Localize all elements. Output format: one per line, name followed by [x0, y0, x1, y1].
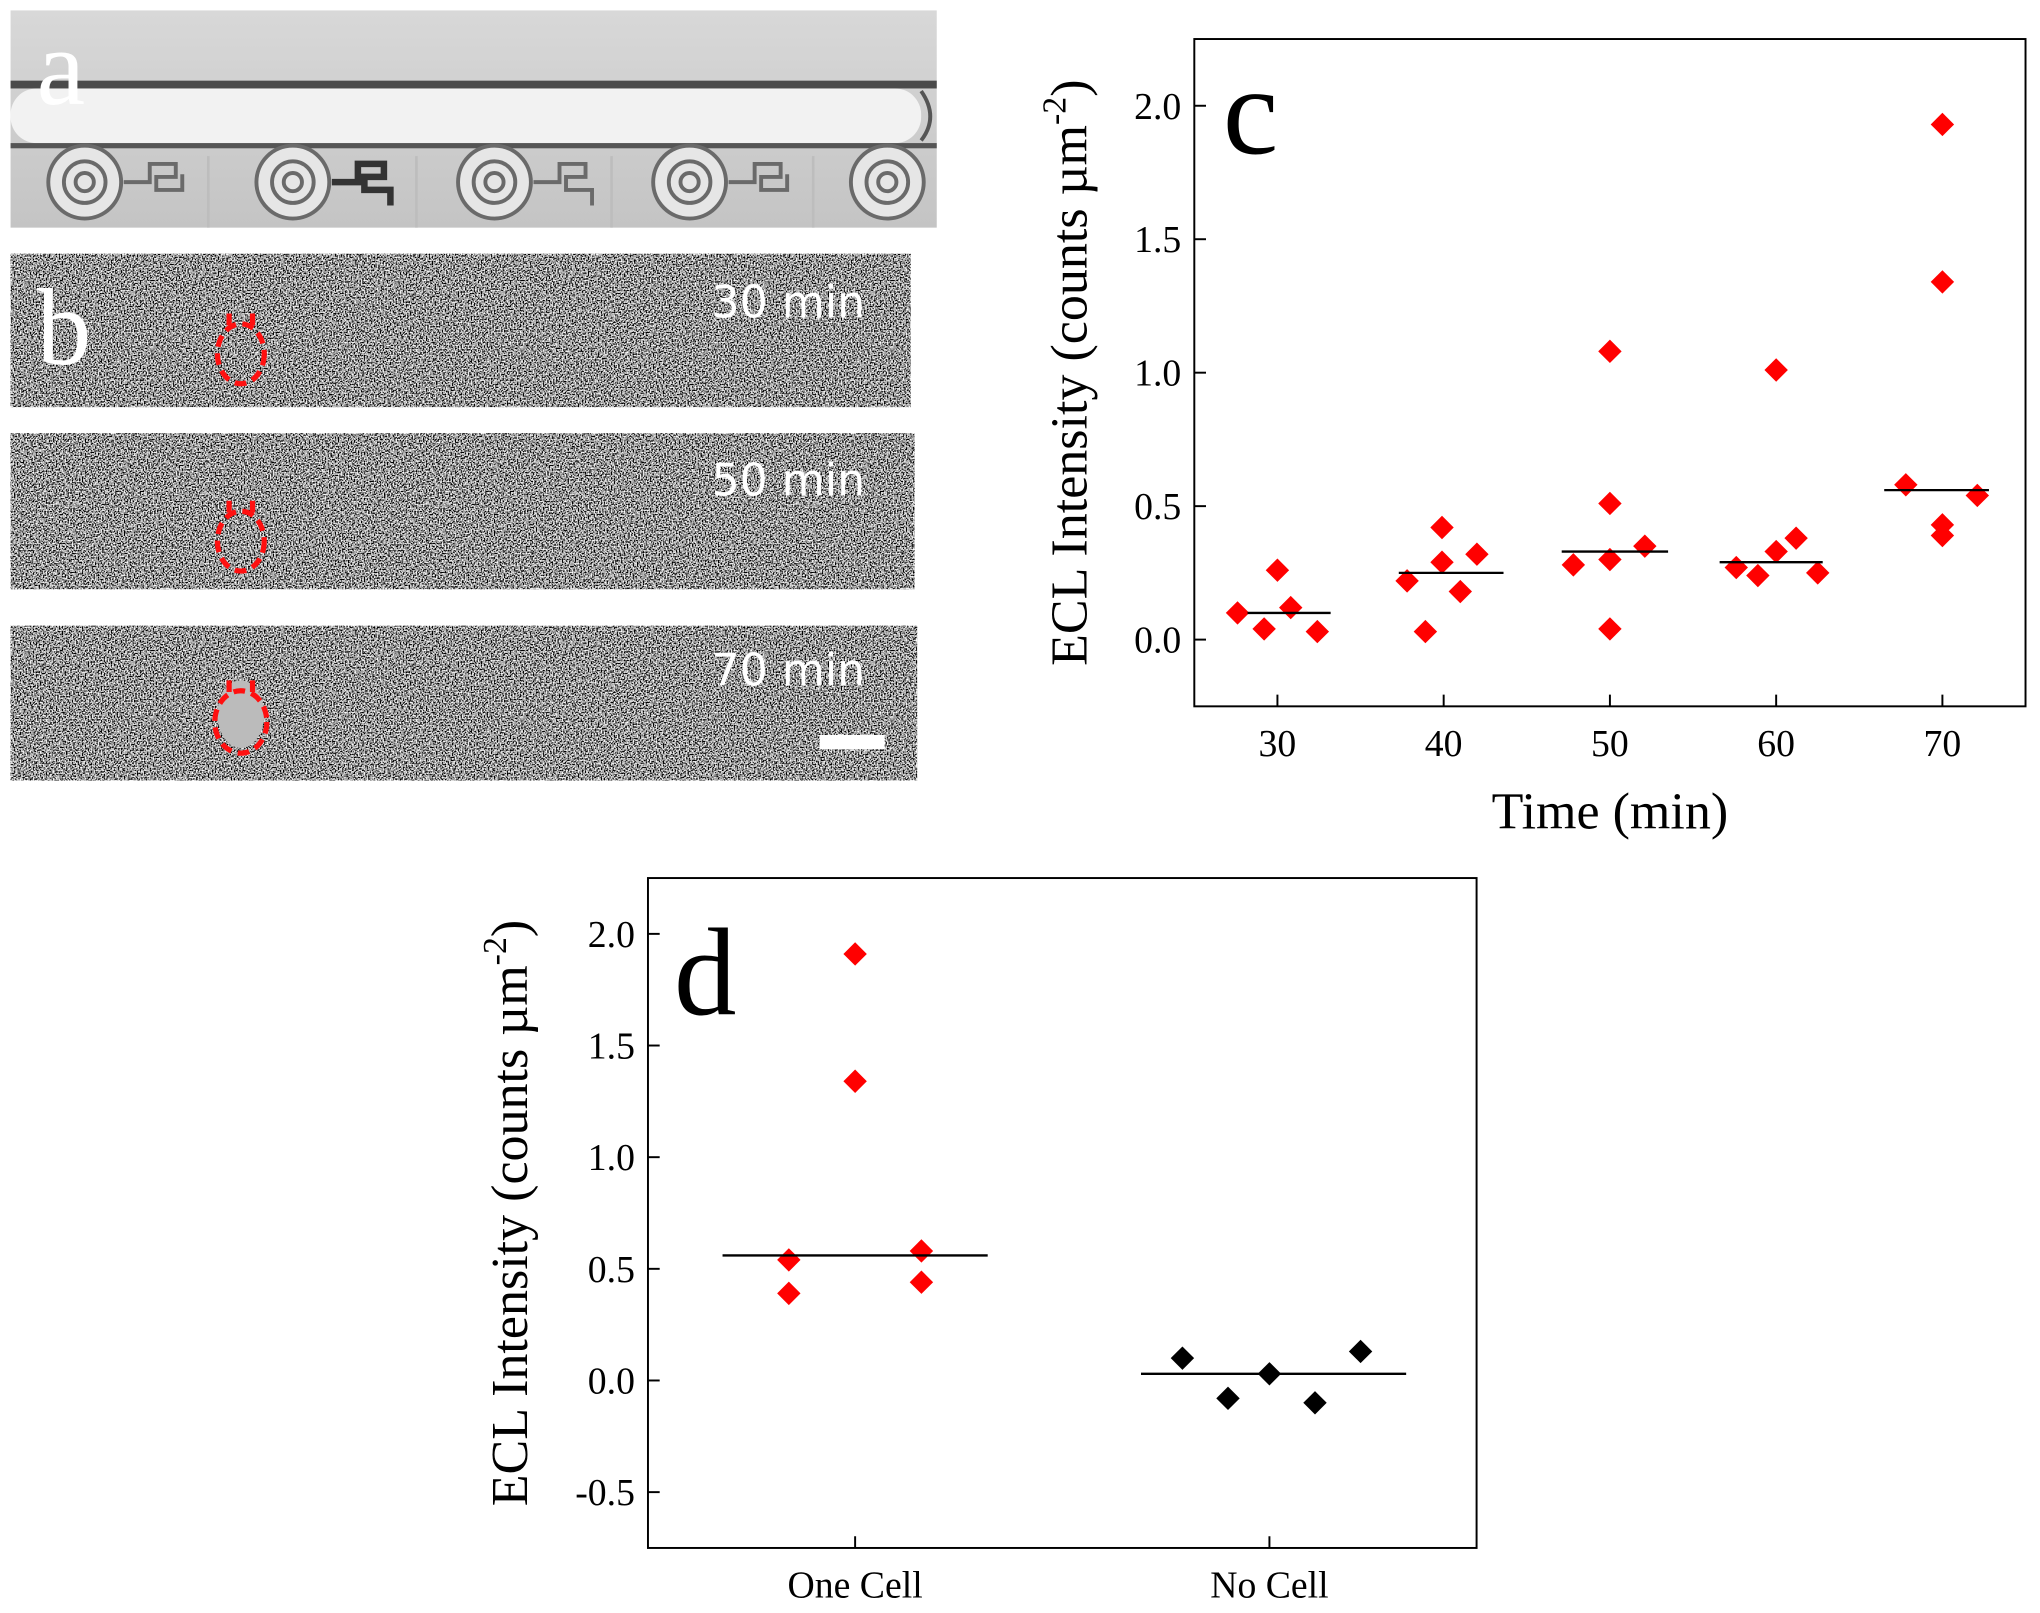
point [1784, 526, 1808, 550]
point [1465, 542, 1489, 566]
point [909, 1239, 934, 1263]
point [1265, 558, 1290, 582]
channel [10, 88, 922, 144]
y-tick-label: 1.5 [588, 1026, 635, 1068]
frame-label: 30 min [711, 277, 865, 328]
y-axis-label-end: ) [482, 920, 539, 937]
point [1598, 339, 1622, 364]
x-tick-label: 30 [1259, 723, 1297, 765]
frame-label: 50 min [711, 456, 865, 507]
x-tick-label: No Cell [1210, 1564, 1328, 1606]
point [1894, 473, 1918, 497]
point [1930, 270, 1955, 294]
point [1724, 555, 1748, 580]
point [909, 1270, 934, 1294]
panel-a: a [10, 7, 937, 228]
y-axis-label-end: ) [1041, 79, 1098, 96]
point [1303, 1391, 1327, 1415]
point [1598, 547, 1622, 572]
point [1746, 563, 1770, 588]
point [1764, 358, 1788, 382]
x-tick-label: 50 [1591, 723, 1629, 765]
electrodes [46, 143, 926, 228]
point [1395, 569, 1419, 593]
point [1764, 539, 1788, 564]
chart: -0.5 0.0 0.5 1.0 1.5 2.0 One Cell No Cell d ECL I… [477, 877, 1478, 1606]
panel-label: c [1223, 43, 1278, 181]
y-tick-label: -0.5 [575, 1472, 635, 1514]
y-tick-label: 0.5 [1134, 486, 1181, 528]
point [1930, 112, 1955, 137]
point [1598, 617, 1622, 641]
frame-label: 70 min [711, 646, 865, 697]
ecl-frame [10, 253, 911, 408]
panel-label: a [37, 7, 85, 128]
point [777, 1281, 801, 1306]
point [1252, 617, 1276, 641]
point [1633, 534, 1657, 558]
point [1305, 619, 1330, 644]
point [1430, 550, 1454, 574]
y-tick-label: 1.0 [1134, 353, 1181, 395]
y-tick-label: 0.5 [588, 1249, 635, 1291]
x-tick-label: One Cell [788, 1564, 923, 1606]
y-tick-label: 1.0 [588, 1137, 635, 1179]
channel-edge [10, 80, 937, 89]
x-tick-label: 60 [1757, 723, 1795, 765]
ecl-frame [10, 625, 918, 781]
point [1170, 1346, 1195, 1370]
cell-outline [212, 309, 270, 756]
point [1279, 595, 1303, 620]
point [1806, 561, 1830, 585]
cell [217, 680, 265, 748]
point [1225, 601, 1250, 625]
y-tick-label: 0.0 [588, 1360, 635, 1402]
channel-edge [10, 143, 937, 149]
panel-label: d [674, 905, 736, 1043]
y-axis-label-sup: -2 [477, 937, 514, 965]
y-axis-label-text: ECL Intensity (counts µm [1041, 125, 1098, 666]
y-axis-label: ECL Intensity (counts µm-2) [1037, 79, 1099, 665]
x-tick-label: 70 [1924, 723, 1962, 765]
plot-frame [1193, 38, 2027, 708]
point [1348, 1339, 1373, 1364]
y-tick-label: 0.0 [1134, 620, 1181, 662]
ecl-frame [10, 433, 915, 590]
y-tick-label: 1.5 [1134, 219, 1181, 261]
point [843, 1069, 867, 1093]
channel-end [919, 89, 933, 142]
scale-bar [819, 734, 885, 750]
chart: 0.0 0.5 1.0 1.5 2.0 30 40 50 60 70 c Time (min) ECL … [1037, 38, 2027, 841]
point [1430, 515, 1454, 540]
y-axis-label: ECL Intensity (counts µm-2) [477, 920, 539, 1506]
x-tick-label: 40 [1425, 723, 1463, 765]
y-axis-label-sup: -2 [1037, 97, 1074, 125]
panel-b: b 30 min 50 min 70 min [10, 253, 918, 781]
point [1448, 579, 1473, 604]
point [1598, 491, 1622, 516]
y-tick-label: 2.0 [588, 914, 635, 956]
point [1965, 483, 1990, 508]
point [777, 1248, 801, 1272]
panel-label: b [37, 267, 92, 388]
plot-frame [646, 877, 1478, 1549]
point [843, 942, 867, 966]
x-axis-label: Time (min) [1492, 784, 1729, 841]
y-tick-label: 2.0 [1134, 86, 1181, 128]
point [1413, 619, 1438, 644]
point [1561, 553, 1586, 577]
point [1930, 523, 1955, 548]
y-axis-label-text: ECL Intensity (counts µm [482, 965, 539, 1506]
point [1216, 1386, 1240, 1411]
